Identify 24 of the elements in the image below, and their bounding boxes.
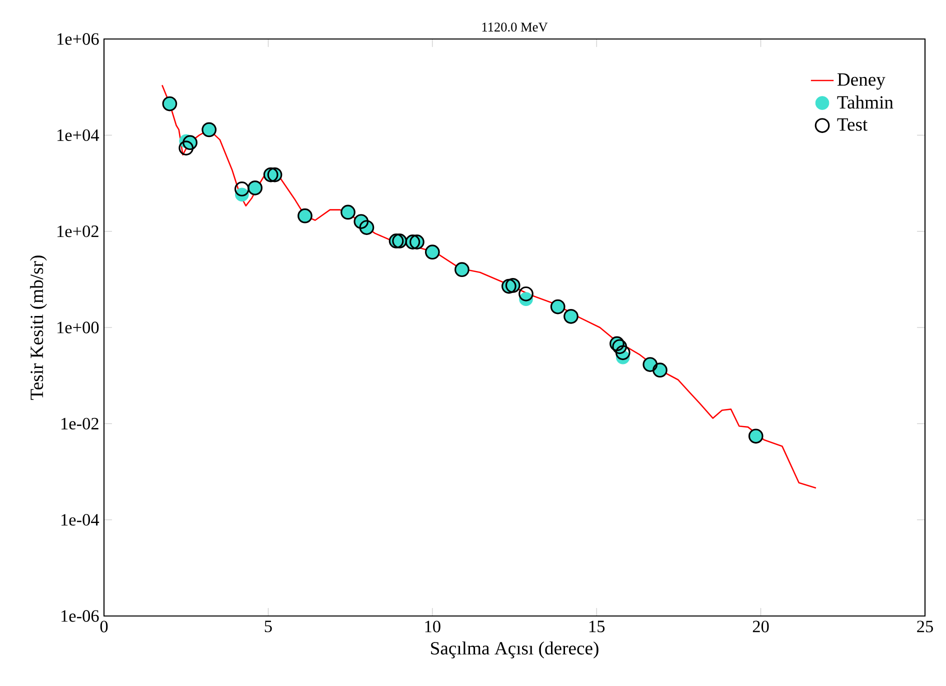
point [615, 345, 630, 360]
x-tick-label: 5 [264, 620, 272, 632]
x-tick-label: 10 [425, 620, 440, 632]
y-tick-label: 1e-06 [62, 610, 99, 622]
x-axis-title: Saçılma Açısı (derece) [431, 641, 598, 658]
y-tick-label: 1e+06 [58, 33, 99, 45]
y-tick-label: 1e+00 [58, 322, 99, 334]
y-axis-title: Tesir Kesiti (mb/sr) [30, 256, 47, 400]
y-tick-label: 1e-02 [62, 418, 98, 430]
y-tick-label: 1e-04 [62, 514, 100, 526]
point [178, 140, 194, 156]
x-tick-label: 25 [917, 620, 933, 632]
line-series [161, 84, 817, 489]
legend-label: Tahmin [837, 96, 894, 109]
legend-label: Test [837, 118, 868, 131]
chart-title: 1120.0 MeV [482, 22, 548, 32]
x-tick-label: 20 [752, 620, 769, 632]
y-tick-label: 1e+02 [58, 226, 98, 238]
point [234, 182, 250, 196]
legend-label: Deney [837, 73, 886, 90]
x-tick-label: 0 [100, 620, 108, 632]
y-tick-label: 1e+04 [58, 129, 100, 141]
x-tick-label: 15 [589, 620, 605, 632]
point [518, 286, 534, 302]
